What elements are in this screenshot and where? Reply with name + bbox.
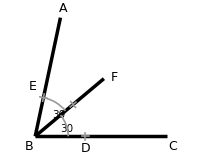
Text: A: A — [59, 2, 67, 15]
Text: E: E — [29, 80, 37, 93]
Text: F: F — [111, 71, 118, 84]
Text: 30: 30 — [60, 125, 73, 135]
Text: B: B — [24, 140, 33, 153]
Text: C: C — [168, 140, 177, 153]
Text: D: D — [81, 142, 90, 154]
Text: 30: 30 — [52, 110, 65, 120]
